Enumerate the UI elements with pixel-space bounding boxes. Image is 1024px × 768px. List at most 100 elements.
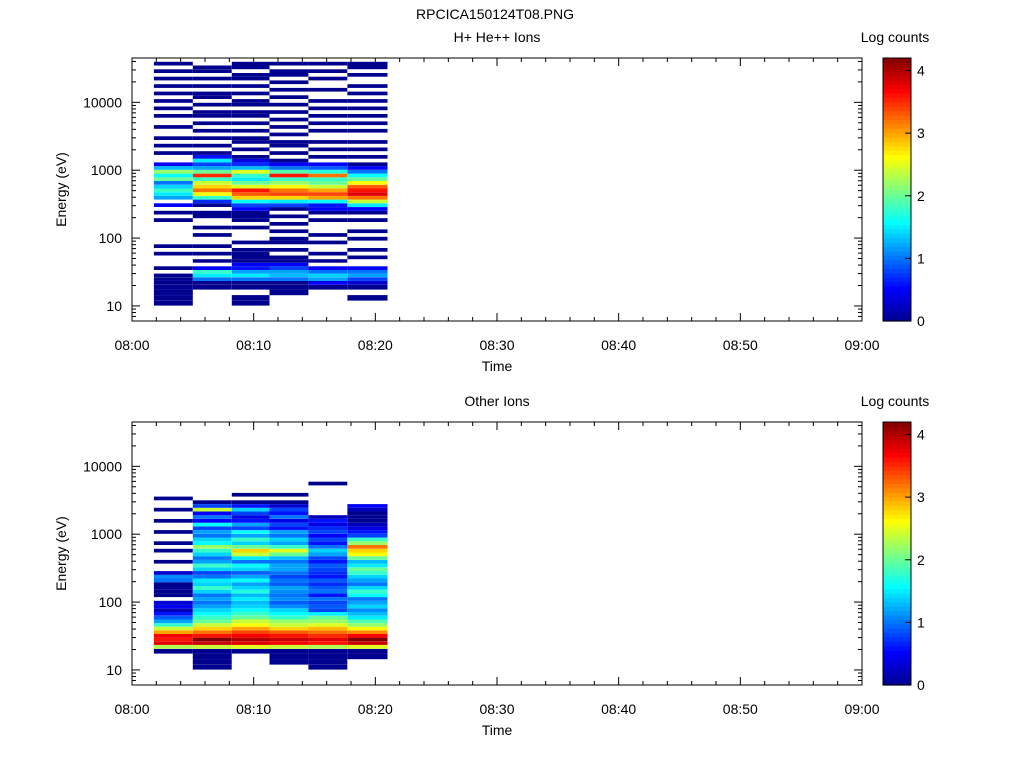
heatmap-cell <box>308 218 348 222</box>
colorbar-segment <box>883 478 911 484</box>
heatmap-cell <box>231 195 270 200</box>
heatmap-cell <box>308 515 348 519</box>
colorbar-segment <box>883 193 911 199</box>
heatmap-cell <box>231 269 270 274</box>
x-tick-label: 08:20 <box>358 337 393 353</box>
heatmap-cells <box>153 61 388 306</box>
heatmap-cell <box>269 492 309 497</box>
heatmap-cell <box>153 244 193 248</box>
heatmap-cell <box>269 158 309 163</box>
heatmap-cell <box>308 563 348 568</box>
heatmap-cell <box>269 644 309 649</box>
heatmap-cell <box>269 222 309 226</box>
colorbar-segment <box>883 211 911 217</box>
heatmap-cell <box>192 522 232 527</box>
heatmap-cell <box>231 158 270 163</box>
heatmap-cell <box>269 633 309 638</box>
colorbar-segment <box>883 307 911 313</box>
heatmap-cell <box>192 604 232 609</box>
heatmap-cell <box>231 218 270 222</box>
heatmap-cell <box>231 597 270 601</box>
colorbar-segment <box>883 500 911 506</box>
heatmap-cell <box>269 117 309 122</box>
colorbar-segment <box>883 71 911 77</box>
heatmap-cell <box>347 623 388 627</box>
heatmap-cell <box>192 648 232 654</box>
colorbar-segment <box>883 597 911 603</box>
heatmap-cell <box>231 121 270 126</box>
heatmap-cell <box>347 284 388 290</box>
heatmap-cell <box>153 519 193 523</box>
heatmap-cell <box>308 626 348 631</box>
heatmap-cell <box>347 273 388 278</box>
colorbar-segment <box>883 246 911 252</box>
heatmap-cell <box>269 143 309 148</box>
heatmap-cell <box>231 582 270 586</box>
heatmap-cell <box>347 218 388 222</box>
colorbar-segment <box>883 610 911 616</box>
colorbar-segment <box>883 158 911 164</box>
heatmap-cell <box>269 240 309 245</box>
colorbar-segment <box>883 97 911 103</box>
heatmap-cell <box>153 586 193 590</box>
heatmap-cell <box>269 177 309 181</box>
heatmap-cell <box>192 277 232 281</box>
heatmap-cell <box>308 173 348 178</box>
heatmap-cell <box>153 169 193 174</box>
colorbar-segment <box>883 505 911 511</box>
colorbar-segment <box>883 264 911 269</box>
y-tick-label: 10 <box>106 662 122 678</box>
colorbar-segment <box>883 242 911 248</box>
heatmap-cell <box>347 641 388 645</box>
heatmap-cell <box>231 567 270 571</box>
colorbar-segment <box>883 483 911 489</box>
colorbar-segment <box>883 106 911 112</box>
heatmap-cell <box>269 207 309 211</box>
heatmap-cell <box>231 192 270 196</box>
colorbar-segment <box>883 601 911 607</box>
heatmap-cell <box>347 266 388 270</box>
heatmap-cell <box>347 541 388 545</box>
colorbar-segment <box>883 641 911 647</box>
heatmap-cell <box>347 552 388 557</box>
heatmap-cell <box>347 128 388 133</box>
colorbar-segment <box>883 84 911 90</box>
heatmap-cell <box>153 184 193 189</box>
colorbar-segment <box>883 514 911 520</box>
heatmap-cell <box>153 604 193 609</box>
heatmap-cell <box>347 73 388 77</box>
colorbar-segment <box>883 255 911 261</box>
heatmap-cell <box>269 95 309 99</box>
heatmap-cell <box>347 207 388 211</box>
heatmap-cell <box>347 582 388 586</box>
heatmap-cell <box>231 623 270 627</box>
colorbar-tick-label: 4 <box>917 63 925 79</box>
colorbar-segment <box>883 128 911 134</box>
heatmap-cell <box>269 166 309 170</box>
heatmap-cell <box>192 567 232 571</box>
heatmap-cell <box>269 266 309 270</box>
colorbar-segment <box>883 522 911 528</box>
heatmap-cell <box>269 132 309 137</box>
heatmap-cell <box>231 177 270 181</box>
colorbar-segment <box>883 588 911 594</box>
heatmap-cell <box>308 177 348 181</box>
heatmap-cell <box>231 552 270 557</box>
colorbar-tick-label: 4 <box>917 427 925 443</box>
heatmap-cell <box>231 225 270 230</box>
heatmap-cell <box>269 653 309 660</box>
x-tick-label: 08:10 <box>236 337 271 353</box>
heatmap-cell <box>192 637 232 642</box>
colorbar-segment <box>883 518 911 524</box>
colorbar-segment <box>883 290 911 296</box>
heatmap-cell <box>153 195 193 200</box>
heatmap-cell <box>231 644 270 649</box>
colorbar-segment <box>883 527 911 533</box>
colorbar-segment <box>883 562 911 568</box>
heatmap-cell <box>347 522 388 527</box>
heatmap-cell <box>308 259 348 263</box>
colorbar-segment <box>883 281 911 287</box>
heatmap-cell <box>153 125 193 129</box>
colorbar-segment <box>883 145 911 151</box>
heatmap-cell <box>269 589 309 594</box>
